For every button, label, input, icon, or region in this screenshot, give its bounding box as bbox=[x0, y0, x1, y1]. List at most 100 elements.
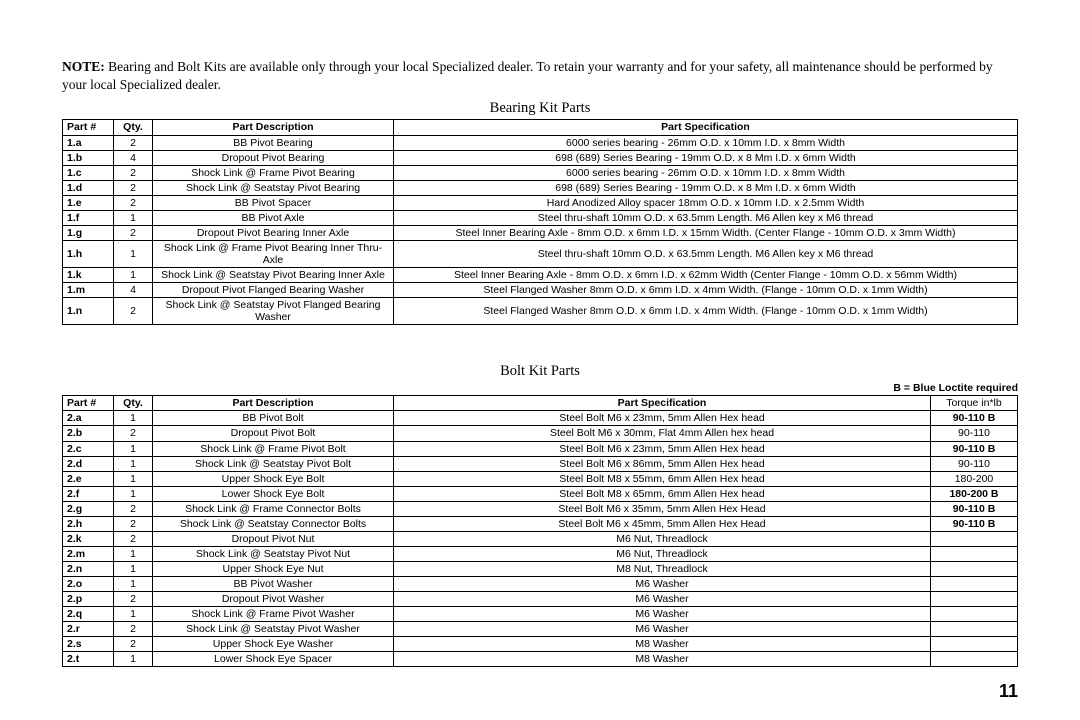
col-spec-header: Part Specification bbox=[394, 120, 1018, 135]
spec-cell: M6 Nut, Threadlock bbox=[394, 546, 931, 561]
spec-cell: M8 Washer bbox=[394, 652, 931, 667]
description-cell: Dropout Pivot Bolt bbox=[153, 426, 394, 441]
part-number-cell: 2.b bbox=[63, 426, 114, 441]
table-row: 1.e2BB Pivot SpacerHard Anodized Alloy s… bbox=[63, 195, 1018, 210]
part-number-cell: 2.r bbox=[63, 622, 114, 637]
table-row: 2.e1Upper Shock Eye BoltSteel Bolt M8 x … bbox=[63, 471, 1018, 486]
part-number-cell: 2.p bbox=[63, 592, 114, 607]
part-number-cell: 2.e bbox=[63, 471, 114, 486]
qty-cell: 2 bbox=[114, 195, 153, 210]
table-row: 1.a2BB Pivot Bearing6000 series bearing … bbox=[63, 135, 1018, 150]
table-header-row: Part # Qty. Part Description Part Specif… bbox=[63, 120, 1018, 135]
torque-cell: 90-110 B bbox=[931, 501, 1018, 516]
qty-cell: 1 bbox=[114, 562, 153, 577]
description-cell: Upper Shock Eye Bolt bbox=[153, 471, 394, 486]
part-number-cell: 2.f bbox=[63, 486, 114, 501]
torque-cell: 180-200 bbox=[931, 471, 1018, 486]
torque-cell: 180-200 B bbox=[931, 486, 1018, 501]
spec-cell: M6 Washer bbox=[394, 577, 931, 592]
part-number-cell: 2.k bbox=[63, 531, 114, 546]
part-number-cell: 2.t bbox=[63, 652, 114, 667]
table-row: 2.r2Shock Link @ Seatstay Pivot WasherM6… bbox=[63, 622, 1018, 637]
description-cell: BB Pivot Bearing bbox=[153, 135, 394, 150]
description-cell: Shock Link @ Seatstay Pivot Bearing Inne… bbox=[153, 268, 394, 283]
table-row: 2.n1Upper Shock Eye NutM8 Nut, Threadloc… bbox=[63, 562, 1018, 577]
table-row: 1.k1Shock Link @ Seatstay Pivot Bearing … bbox=[63, 268, 1018, 283]
description-cell: Shock Link @ Frame Pivot Bolt bbox=[153, 441, 394, 456]
description-cell: BB Pivot Bolt bbox=[153, 411, 394, 426]
description-cell: Shock Link @ Seatstay Pivot Bearing bbox=[153, 180, 394, 195]
description-cell: Shock Link @ Frame Pivot Bearing bbox=[153, 165, 394, 180]
spec-cell: Steel Bolt M8 x 55mm, 6mm Allen Hex head bbox=[394, 471, 931, 486]
table-row: 2.d1Shock Link @ Seatstay Pivot BoltStee… bbox=[63, 456, 1018, 471]
qty-cell: 4 bbox=[114, 283, 153, 298]
part-number-cell: 1.m bbox=[63, 283, 114, 298]
description-cell: Lower Shock Eye Bolt bbox=[153, 486, 394, 501]
qty-cell: 1 bbox=[114, 268, 153, 283]
spec-cell: M6 Washer bbox=[394, 622, 931, 637]
table-row: 2.h2Shock Link @ Seatstay Connector Bolt… bbox=[63, 516, 1018, 531]
table-row: 2.k2Dropout Pivot NutM6 Nut, Threadlock bbox=[63, 531, 1018, 546]
torque-cell bbox=[931, 562, 1018, 577]
note-label: NOTE: bbox=[62, 59, 105, 74]
note-paragraph: NOTE: Bearing and Bolt Kits are availabl… bbox=[62, 58, 1018, 94]
qty-cell: 2 bbox=[114, 298, 153, 325]
description-cell: Lower Shock Eye Spacer bbox=[153, 652, 394, 667]
table-row: 2.s2Upper Shock Eye WasherM8 Washer bbox=[63, 637, 1018, 652]
spec-cell: Steel Flanged Washer 8mm O.D. x 6mm I.D.… bbox=[394, 283, 1018, 298]
loctite-legend: B = Blue Loctite required bbox=[62, 382, 1018, 394]
col-qty-header: Qty. bbox=[114, 396, 153, 411]
table-row: 1.c2Shock Link @ Frame Pivot Bearing6000… bbox=[63, 165, 1018, 180]
qty-cell: 1 bbox=[114, 486, 153, 501]
torque-cell bbox=[931, 592, 1018, 607]
qty-cell: 2 bbox=[114, 180, 153, 195]
qty-cell: 1 bbox=[114, 411, 153, 426]
part-number-cell: 1.c bbox=[63, 165, 114, 180]
description-cell: Dropout Pivot Nut bbox=[153, 531, 394, 546]
spec-cell: 698 (689) Series Bearing - 19mm O.D. x 8… bbox=[394, 180, 1018, 195]
qty-cell: 2 bbox=[114, 165, 153, 180]
part-number-cell: 2.m bbox=[63, 546, 114, 561]
part-number-cell: 1.h bbox=[63, 240, 114, 267]
part-number-cell: 1.e bbox=[63, 195, 114, 210]
description-cell: Shock Link @ Seatstay Pivot Flanged Bear… bbox=[153, 298, 394, 325]
part-number-cell: 1.b bbox=[63, 150, 114, 165]
spec-cell: Steel Flanged Washer 8mm O.D. x 6mm I.D.… bbox=[394, 298, 1018, 325]
description-cell: Dropout Pivot Flanged Bearing Washer bbox=[153, 283, 394, 298]
qty-cell: 1 bbox=[114, 240, 153, 267]
spec-cell: Steel thru-shaft 10mm O.D. x 63.5mm Leng… bbox=[394, 240, 1018, 267]
table-row: 2.g2Shock Link @ Frame Connector BoltsSt… bbox=[63, 501, 1018, 516]
table-row: 1.m4Dropout Pivot Flanged Bearing Washer… bbox=[63, 283, 1018, 298]
page-container: NOTE: Bearing and Bolt Kits are availabl… bbox=[0, 0, 1080, 720]
spec-cell: Steel Bolt M6 x 86mm, 5mm Allen Hex head bbox=[394, 456, 931, 471]
col-spec-header: Part Specification bbox=[394, 396, 931, 411]
qty-cell: 2 bbox=[114, 516, 153, 531]
part-number-cell: 1.k bbox=[63, 268, 114, 283]
table-row: 1.n2Shock Link @ Seatstay Pivot Flanged … bbox=[63, 298, 1018, 325]
spec-cell: M8 Nut, Threadlock bbox=[394, 562, 931, 577]
torque-cell bbox=[931, 577, 1018, 592]
part-number-cell: 2.n bbox=[63, 562, 114, 577]
description-cell: BB Pivot Washer bbox=[153, 577, 394, 592]
qty-cell: 1 bbox=[114, 577, 153, 592]
torque-cell bbox=[931, 637, 1018, 652]
torque-cell bbox=[931, 607, 1018, 622]
note-text: Bearing and Bolt Kits are available only… bbox=[62, 59, 993, 92]
col-desc-header: Part Description bbox=[153, 120, 394, 135]
description-cell: Dropout Pivot Bearing bbox=[153, 150, 394, 165]
qty-cell: 1 bbox=[114, 210, 153, 225]
col-desc-header: Part Description bbox=[153, 396, 394, 411]
qty-cell: 2 bbox=[114, 592, 153, 607]
part-number-cell: 1.f bbox=[63, 210, 114, 225]
torque-cell bbox=[931, 531, 1018, 546]
qty-cell: 2 bbox=[114, 531, 153, 546]
spec-cell: Steel Inner Bearing Axle - 8mm O.D. x 6m… bbox=[394, 268, 1018, 283]
qty-cell: 1 bbox=[114, 456, 153, 471]
spec-cell: Steel Bolt M6 x 35mm, 5mm Allen Hex Head bbox=[394, 501, 931, 516]
table-row: 2.m1Shock Link @ Seatstay Pivot NutM6 Nu… bbox=[63, 546, 1018, 561]
spec-cell: Steel Inner Bearing Axle - 8mm O.D. x 6m… bbox=[394, 225, 1018, 240]
table-row: 1.h1Shock Link @ Frame Pivot Bearing Inn… bbox=[63, 240, 1018, 267]
table-row: 1.f1BB Pivot AxleSteel thru-shaft 10mm O… bbox=[63, 210, 1018, 225]
bolt-kit-table: Part # Qty. Part Description Part Specif… bbox=[62, 395, 1018, 667]
torque-cell: 90-110 B bbox=[931, 441, 1018, 456]
